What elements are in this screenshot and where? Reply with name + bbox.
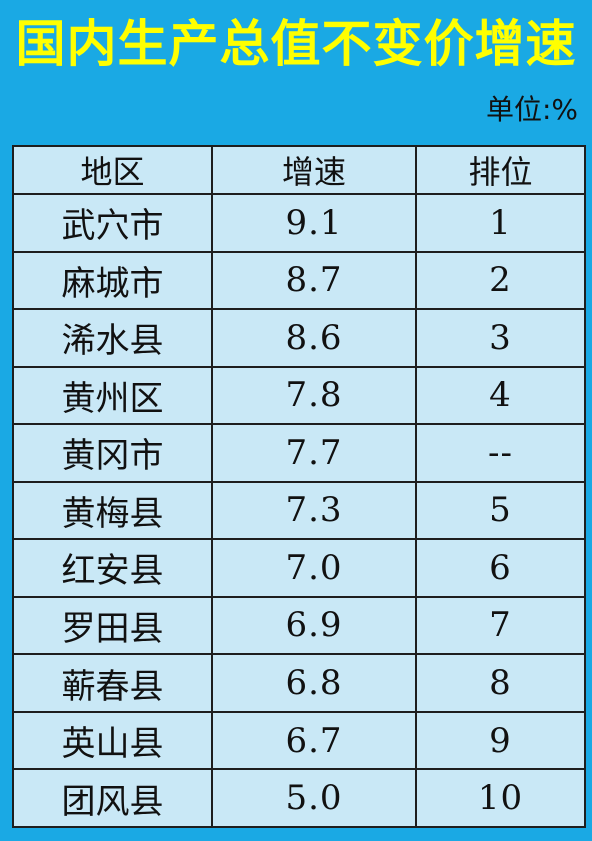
table-row: 团风县 5.0 10 (12, 768, 586, 828)
region-cell: 英山县 (12, 710, 213, 771)
growth-table: 地区 增速 排位 武穴市 9.1 1 麻城市 8.7 2 浠水县 8.6 3 黄… (12, 145, 586, 828)
table-row: 黄梅县 7.3 5 (12, 480, 586, 541)
rank-cell: 8 (415, 653, 586, 713)
table-row: 蕲春县 6.8 8 (12, 653, 586, 713)
rank-cell: 5 (415, 480, 586, 541)
header-region: 地区 (12, 145, 213, 195)
growth-cell: 7.3 (211, 480, 417, 541)
table-row: 红安县 7.0 6 (12, 538, 586, 598)
growth-cell: 5.0 (211, 768, 417, 828)
unit-label: 单位:% (485, 93, 578, 126)
table-header-row: 地区 增速 排位 (12, 145, 586, 195)
region-cell: 蕲春县 (12, 653, 213, 713)
growth-cell: 8.6 (211, 308, 417, 368)
region-cell: 黄梅县 (12, 480, 213, 541)
growth-cell: 7.8 (211, 365, 417, 426)
header-rank: 排位 (415, 145, 586, 195)
rank-cell: 7 (415, 595, 586, 656)
region-cell: 黄州区 (12, 365, 213, 426)
growth-cell: 6.8 (211, 653, 417, 713)
table-row: 英山县 6.7 9 (12, 710, 586, 771)
table-row: 武穴市 9.1 1 (12, 193, 586, 253)
rank-cell: -- (415, 423, 586, 483)
header-growth: 增速 (211, 145, 417, 195)
table-row: 麻城市 8.7 2 (12, 250, 586, 311)
region-cell: 红安县 (12, 538, 213, 598)
growth-cell: 7.0 (211, 538, 417, 598)
rank-cell: 6 (415, 538, 586, 598)
region-cell: 武穴市 (12, 193, 213, 253)
page-title: 国内生产总值不变价增速 (15, 15, 577, 73)
region-cell: 麻城市 (12, 250, 213, 311)
growth-cell: 6.7 (211, 710, 417, 771)
rank-cell: 10 (415, 768, 586, 828)
rank-cell: 9 (415, 710, 586, 771)
region-cell: 罗田县 (12, 595, 213, 656)
table-row: 浠水县 8.6 3 (12, 308, 586, 368)
region-cell: 团风县 (12, 768, 213, 828)
table-row: 黄冈市 7.7 -- (12, 423, 586, 483)
growth-cell: 6.9 (211, 595, 417, 656)
rank-cell: 2 (415, 250, 586, 311)
table-row: 罗田县 6.9 7 (12, 595, 586, 656)
growth-cell: 7.7 (211, 423, 417, 483)
growth-cell: 8.7 (211, 250, 417, 311)
rank-cell: 4 (415, 365, 586, 426)
growth-cell: 9.1 (211, 193, 417, 253)
region-cell: 浠水县 (12, 308, 213, 368)
rank-cell: 1 (415, 193, 586, 253)
table-row: 黄州区 7.8 4 (12, 365, 586, 426)
rank-cell: 3 (415, 308, 586, 368)
region-cell: 黄冈市 (12, 423, 213, 483)
